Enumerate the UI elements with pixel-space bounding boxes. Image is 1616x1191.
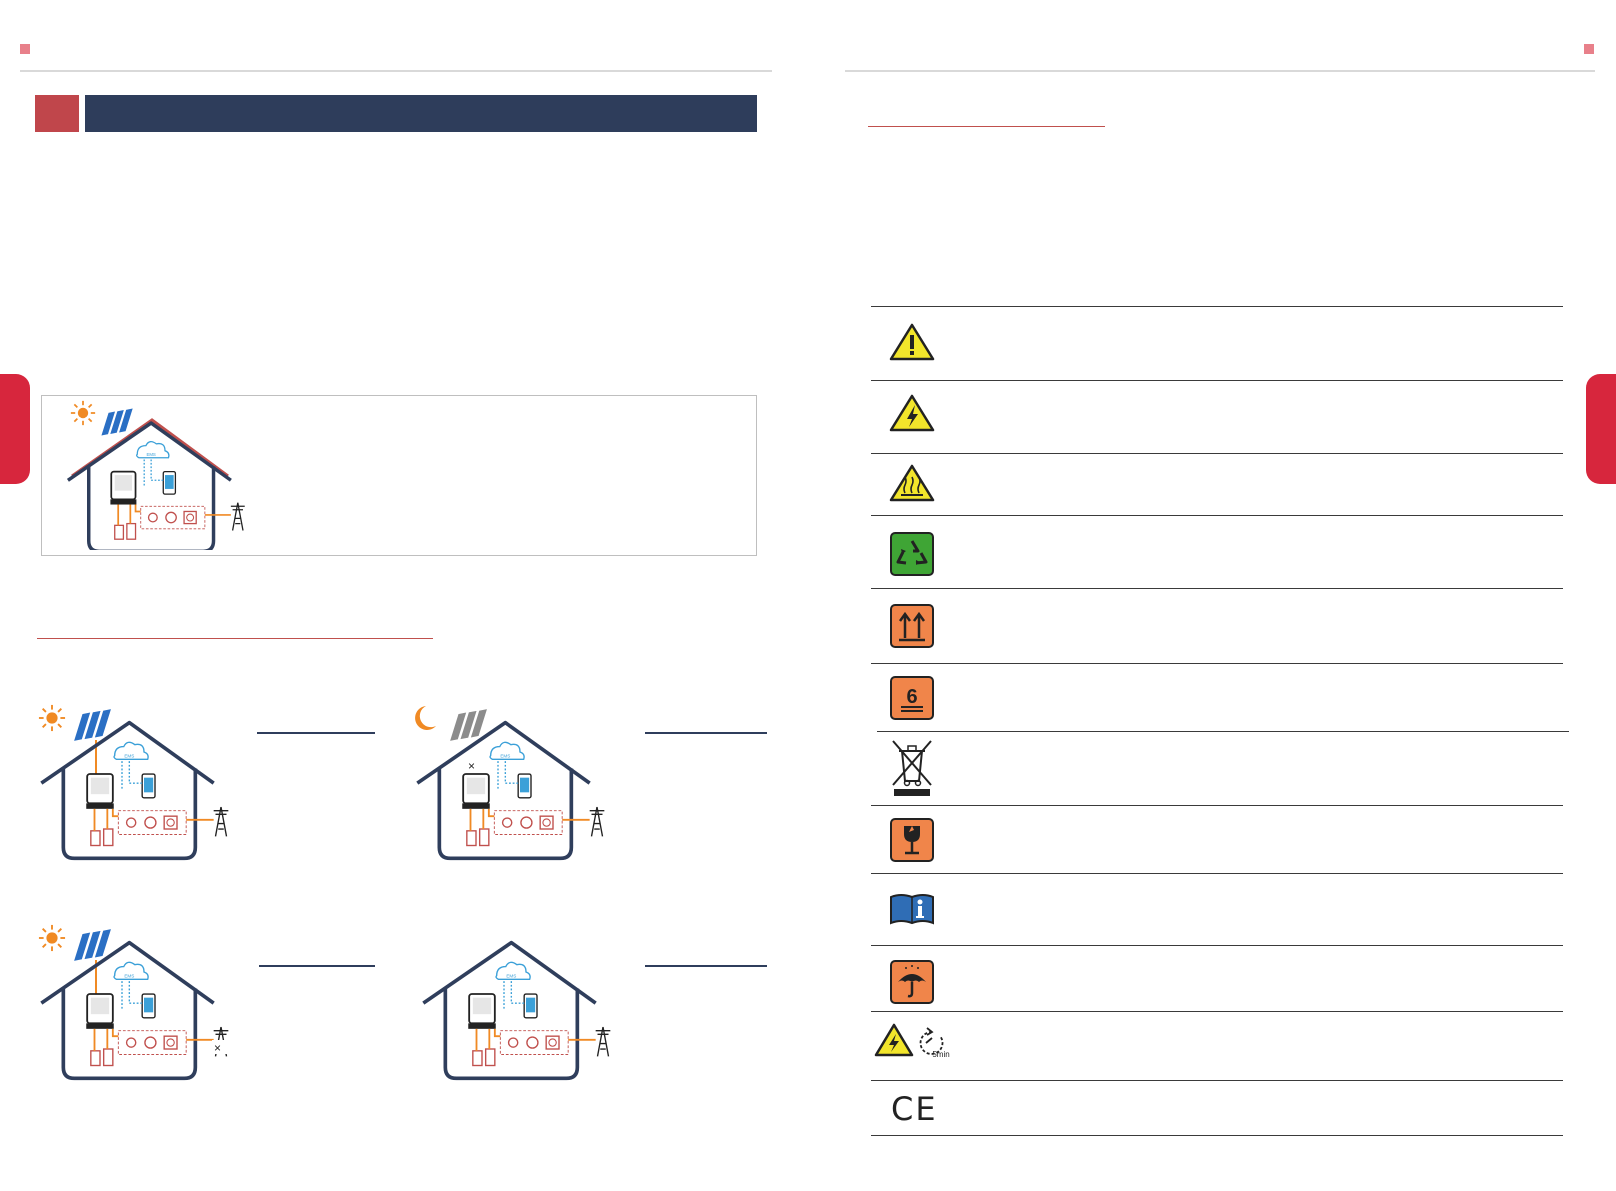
general-warning-icon [889, 323, 935, 361]
moon-icon [415, 706, 436, 730]
ce-mark-text: CE [891, 1090, 938, 1128]
symbol-table-rule [877, 731, 1569, 732]
symbol-table-rule [871, 873, 1563, 874]
stacking-limit-icon: 6 [890, 676, 934, 720]
scene-sunny-off-grid: × [38, 924, 231, 1081]
page-marker-right [1584, 44, 1594, 54]
symbol-table-rule [871, 945, 1563, 946]
svg-text:×: × [468, 759, 475, 773]
scene-label-rule-1 [257, 732, 375, 734]
symbol-table-rule [871, 515, 1563, 516]
ce-mark-icon: CE [891, 1091, 938, 1127]
scene-sunny-feed-in [38, 704, 231, 861]
weee-bin-icon [892, 740, 932, 796]
scene-label-rule-4 [645, 965, 767, 967]
page-marker-left [20, 44, 30, 54]
side-tab-left [0, 374, 30, 484]
chapter-number-block [35, 95, 79, 132]
section-underline-left [37, 638, 433, 639]
symbol-table-rule [871, 380, 1563, 381]
discharge-wait-icon: 5min [874, 1023, 950, 1059]
system-overview-diagram [66, 400, 247, 550]
header-rule-left [20, 70, 772, 72]
scene-label-rule-2 [645, 732, 767, 734]
symbol-table-rule [871, 805, 1563, 806]
chapter-title-banner [85, 95, 757, 132]
svg-text:×: × [214, 1041, 221, 1055]
hot-surface-icon [889, 464, 935, 502]
system-overview-frame [41, 395, 757, 556]
symbol-table-rule [871, 306, 1563, 307]
symbol-table-rule [871, 453, 1563, 454]
header-rule-right [845, 70, 1595, 72]
scene-night-grid: × [415, 706, 607, 861]
symbol-table-rule [871, 1011, 1563, 1012]
symbol-table-rule [871, 1080, 1563, 1081]
stacking-limit-number: 6 [906, 686, 917, 708]
section-underline-right [868, 126, 1105, 127]
symbol-table-rule [871, 663, 1563, 664]
scene-label-rule-3 [259, 965, 375, 967]
side-tab-right [1586, 374, 1616, 484]
read-manual-icon [890, 894, 934, 925]
symbol-table-rule [871, 1135, 1563, 1136]
electric-shock-icon [889, 394, 935, 432]
symbol-table-rule [871, 588, 1563, 589]
scene-grid-charge [421, 940, 613, 1081]
fragile-icon [890, 818, 934, 862]
recycle-icon [890, 532, 934, 576]
this-side-up-icon [890, 604, 934, 648]
keep-dry-icon [890, 960, 934, 1004]
discharge-wait-label: 5min [932, 1050, 949, 1059]
